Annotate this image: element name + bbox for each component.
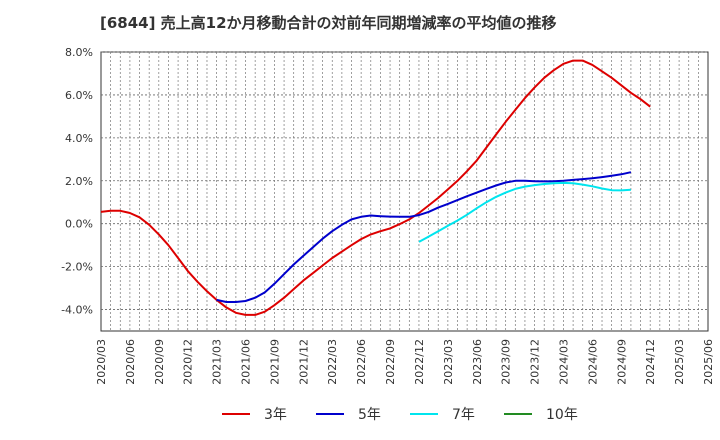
legend-label: 7年 [452, 407, 475, 423]
legend: 3年 5年 7年 10年 [222, 407, 578, 423]
x-tick-label: 2022/06 [355, 339, 368, 385]
chart-title: [6844] 売上高12か月移動合計の対前年同期増減率の平均値の推移 [100, 14, 557, 32]
x-axis-ticks: 2020/03 2020/06 2020/09 2020/12 2021/03 2021/… [95, 339, 715, 385]
series-lines [100, 59, 651, 316]
x-tick-label: 2025/06 [702, 339, 715, 385]
x-tick-label: 2022/09 [384, 339, 397, 385]
series-line-0 [100, 59, 651, 316]
x-tick-label: 2022/03 [326, 339, 339, 385]
x-tick-label: 2020/09 [153, 339, 166, 385]
series-line-1 [216, 171, 632, 303]
x-tick-label: 2023/12 [529, 339, 542, 385]
y-tick-label: 6.0% [65, 89, 93, 102]
x-tick-label: 2021/03 [211, 339, 224, 385]
legend-label: 10年 [546, 407, 578, 423]
x-tick-label: 2025/03 [673, 339, 686, 385]
y-axis-ticks: 8.0% 6.0% 4.0% 2.0% 0.0% -2.0% -4.0% [61, 46, 93, 317]
x-tick-label: 2024/09 [615, 339, 628, 385]
legend-label: 3年 [264, 407, 287, 423]
x-tick-label: 2024/12 [644, 339, 657, 385]
x-tick-label: 2020/12 [182, 339, 195, 385]
y-tick-label: -2.0% [61, 261, 93, 274]
y-tick-label: 8.0% [65, 46, 93, 59]
x-tick-label: 2021/12 [297, 339, 310, 385]
x-tick-label: 2021/06 [240, 339, 253, 385]
x-tick-label: 2020/03 [95, 339, 108, 385]
y-tick-label: 2.0% [65, 175, 93, 188]
x-tick-label: 2021/09 [268, 339, 281, 385]
x-tick-label: 2023/03 [442, 339, 455, 385]
legend-label: 5年 [358, 407, 381, 423]
x-tick-label: 2024/06 [586, 339, 599, 385]
x-tick-label: 2024/03 [557, 339, 570, 385]
x-tick-label: 2020/06 [124, 339, 137, 385]
x-tick-label: 2023/06 [471, 339, 484, 385]
y-tick-label: -4.0% [61, 304, 93, 317]
y-tick-label: 4.0% [65, 132, 93, 145]
y-tick-label: 0.0% [65, 218, 93, 231]
x-tick-label: 2022/12 [413, 339, 426, 385]
grid-lines [101, 51, 708, 331]
series-line-2 [418, 181, 631, 243]
x-tick-label: 2023/09 [500, 339, 513, 385]
plot-area [100, 51, 709, 332]
